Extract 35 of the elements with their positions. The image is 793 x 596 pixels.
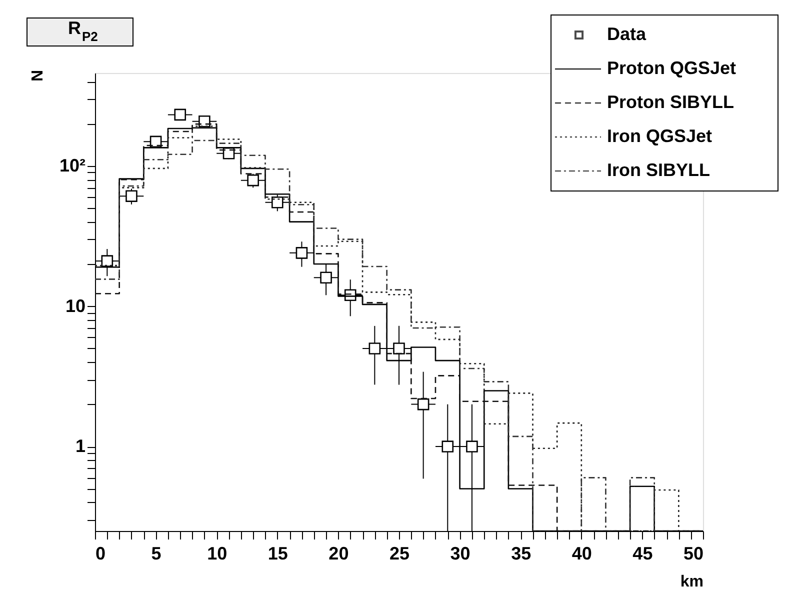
point — [466, 440, 478, 452]
y-tick-label: 10 — [65, 296, 86, 316]
point — [101, 255, 114, 267]
legend-label: Data — [607, 24, 648, 44]
x-tick-label: 45 — [632, 544, 653, 564]
x-tick-label: 30 — [450, 544, 470, 564]
legend-label: Proton SIBYLL — [607, 92, 734, 112]
point — [247, 174, 259, 186]
point — [417, 398, 430, 410]
x-tick-label: 20 — [328, 544, 349, 564]
y-axis-title: N — [30, 70, 46, 82]
x-tick-label: 0 — [96, 544, 106, 564]
x-tick-label: 25 — [389, 544, 410, 564]
point — [126, 190, 138, 202]
legend-label: Iron SIBYLL — [607, 160, 710, 180]
point — [368, 342, 381, 354]
y-tick-label: 10² — [59, 155, 86, 176]
point — [296, 247, 308, 259]
legend-label: Proton QGSJet — [607, 58, 736, 78]
x-tick-label: 5 — [151, 544, 162, 564]
y-tick-label: 1 — [75, 436, 86, 456]
legend-label: Iron QGSJet — [607, 126, 712, 146]
x-tick-label: 40 — [572, 544, 592, 564]
point — [174, 108, 186, 121]
point — [442, 440, 454, 452]
x-tick-label: 10 — [207, 544, 228, 564]
point — [393, 342, 405, 354]
point — [320, 272, 332, 284]
x-tick-label: 15 — [268, 544, 288, 564]
x-axis-title: km — [680, 574, 704, 590]
point — [272, 196, 284, 208]
x-tick-label: 35 — [511, 544, 532, 564]
point — [198, 115, 210, 128]
point — [150, 136, 162, 148]
x-tick-label: 50 — [683, 544, 704, 564]
